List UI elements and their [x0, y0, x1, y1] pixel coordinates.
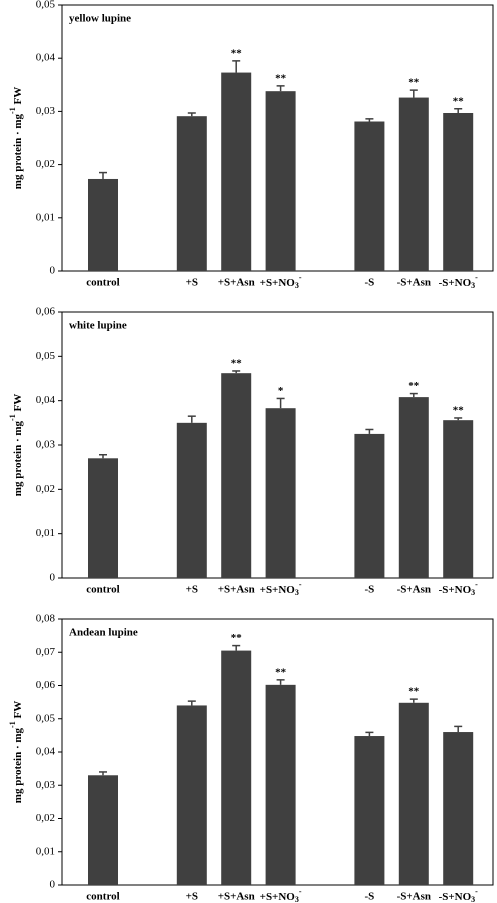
y-tick-label: 0,01	[36, 211, 55, 223]
bar	[398, 702, 429, 885]
y-tick-label: 0,04	[36, 746, 56, 758]
y-tick-label: 0,05	[36, 350, 56, 362]
x-tick-label: -S+NO3-	[439, 887, 479, 903]
bar	[398, 397, 429, 578]
significance-label: **	[453, 404, 465, 416]
significance-label: **	[231, 632, 243, 644]
y-tick-label: 0,01	[36, 527, 55, 539]
y-tick-label: 0,04	[36, 52, 56, 64]
y-tick-label: 0,02	[36, 158, 55, 170]
bar	[88, 458, 118, 578]
x-tick-label: +S	[186, 277, 198, 289]
significance-label: **	[408, 686, 420, 698]
x-tick-label: -S	[365, 891, 375, 903]
bar	[176, 116, 207, 271]
panel-title: yellow lupine	[69, 13, 131, 25]
x-tick-label: -S+NO3-	[439, 580, 479, 597]
y-axis-label: mg protein · mg-1 FW	[8, 394, 24, 496]
y-tick-label: 0,03	[36, 439, 56, 451]
bar	[176, 422, 207, 578]
x-tick-label: +S+Asn	[218, 891, 255, 903]
bar	[398, 97, 429, 272]
y-tick-label: 0	[50, 265, 56, 277]
x-tick-label: -S+Asn	[397, 277, 431, 289]
y-tick-label: 0	[50, 879, 56, 891]
y-tick-label: 0,01	[36, 845, 55, 857]
y-tick-label: 0,07	[36, 646, 56, 658]
x-tick-label: +S	[186, 584, 198, 596]
y-axis-label: mg protein · mg-1 FW	[8, 87, 24, 189]
x-tick-label: +S+NO3-	[260, 887, 302, 903]
x-tick-label: -S	[365, 277, 375, 289]
x-tick-label: control	[86, 584, 119, 596]
bar	[176, 705, 207, 885]
bar	[354, 433, 385, 578]
y-tick-label: 0,03	[36, 105, 56, 117]
x-tick-label: -S+Asn	[397, 891, 431, 903]
bar	[354, 121, 385, 272]
bar	[443, 420, 474, 578]
x-tick-label: +S+NO3-	[260, 580, 302, 597]
x-tick-label: +S	[186, 891, 198, 903]
y-tick-label: 0,04	[36, 394, 56, 406]
y-tick-label: 0	[50, 572, 56, 584]
bar	[221, 650, 252, 885]
x-tick-label: +S+Asn	[218, 584, 255, 596]
bar	[265, 408, 296, 578]
significance-label: **	[275, 72, 287, 84]
x-tick-label: -S	[365, 584, 375, 596]
y-tick-label: 0,06	[36, 679, 56, 691]
significance-label: *	[278, 385, 284, 397]
y-tick-label: 0,06	[36, 306, 56, 318]
x-tick-label: -S+NO3-	[439, 273, 479, 290]
bar	[265, 91, 296, 272]
y-tick-label: 0,02	[36, 812, 55, 824]
x-tick-label: +S+Asn	[218, 277, 255, 289]
y-tick-label: 0,03	[36, 779, 56, 791]
y-tick-label: 0,05	[36, 712, 56, 724]
bar	[88, 178, 118, 271]
significance-label: **	[231, 357, 243, 369]
bar	[221, 72, 252, 272]
x-tick-label: +S+NO3-	[260, 273, 302, 290]
panel-title: Andean lupine	[69, 627, 138, 639]
x-tick-label: control	[86, 891, 119, 903]
bar	[354, 736, 385, 885]
y-tick-label: 0,05	[36, 0, 56, 11]
panel-title: white lupine	[69, 320, 127, 332]
y-tick-label: 0,08	[36, 613, 56, 625]
x-tick-label: control	[86, 277, 119, 289]
y-axis-label: mg protein · mg-1 FW	[8, 701, 24, 803]
bar	[443, 112, 474, 271]
significance-label: **	[231, 47, 243, 59]
bar	[221, 373, 252, 578]
significance-label: **	[408, 77, 420, 89]
bar	[88, 775, 118, 885]
x-tick-label: -S+Asn	[397, 584, 431, 596]
significance-label: **	[453, 95, 465, 107]
significance-label: **	[275, 666, 287, 678]
bar	[443, 732, 474, 885]
bar	[265, 684, 296, 885]
significance-label: **	[408, 380, 420, 392]
y-tick-label: 0,02	[36, 483, 55, 495]
